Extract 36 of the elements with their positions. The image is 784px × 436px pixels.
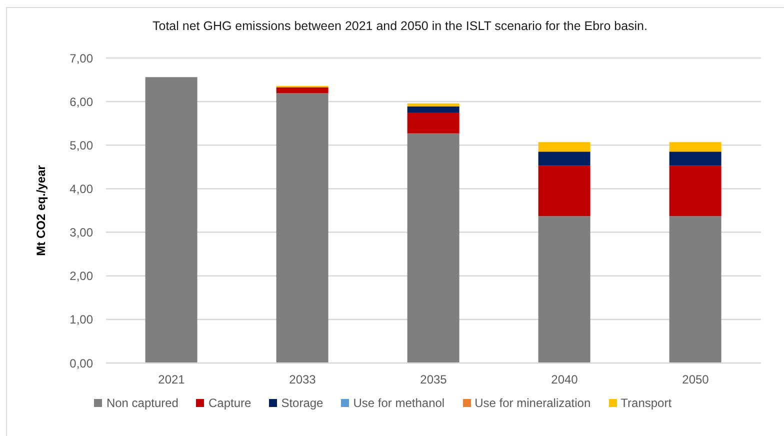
legend-label: Storage bbox=[281, 396, 324, 410]
bar bbox=[669, 152, 722, 166]
legend-label: Capture bbox=[208, 396, 252, 410]
x-tick-label: 2040 bbox=[551, 372, 578, 387]
y-tick-label: 3,00 bbox=[70, 226, 94, 240]
bar bbox=[407, 103, 460, 106]
legend-label: Non captured bbox=[106, 396, 178, 410]
x-tick-label: 2035 bbox=[420, 372, 448, 387]
y-tick-label: 0,00 bbox=[70, 356, 94, 370]
bar bbox=[276, 87, 328, 94]
legend-label: Use for methanol bbox=[353, 396, 445, 410]
chart-title: Total net GHG emissions between 2021 and 2050 in the ISLT scenario for the Ebro basin. bbox=[152, 19, 648, 33]
bar bbox=[276, 93, 328, 363]
bar bbox=[538, 166, 590, 216]
bar bbox=[669, 142, 722, 152]
y-tick-label: 6,00 bbox=[70, 94, 94, 109]
y-tick-label: 2,00 bbox=[70, 269, 94, 284]
bar bbox=[538, 216, 590, 363]
legend-label: Transport bbox=[620, 396, 672, 410]
bar bbox=[407, 133, 460, 363]
bar bbox=[538, 152, 590, 166]
bar bbox=[407, 112, 460, 134]
x-tick-label: 2021 bbox=[158, 372, 186, 387]
x-tick-label: 2033 bbox=[289, 372, 316, 387]
y-tick-label: 5,00 bbox=[70, 138, 94, 152]
y-tick-label: 4,00 bbox=[70, 182, 94, 196]
bar bbox=[669, 216, 722, 363]
bar bbox=[669, 166, 722, 216]
bar bbox=[407, 106, 460, 112]
bar bbox=[145, 77, 198, 363]
y-tick-label: 7,00 bbox=[70, 51, 94, 66]
legend-label: Use for mineralization bbox=[474, 396, 591, 410]
y-axis-title: Mt CO2 eq./year bbox=[34, 164, 48, 256]
bar bbox=[538, 142, 590, 152]
y-tick-label: 1,00 bbox=[70, 312, 94, 327]
x-tick-label: 2050 bbox=[682, 372, 710, 387]
